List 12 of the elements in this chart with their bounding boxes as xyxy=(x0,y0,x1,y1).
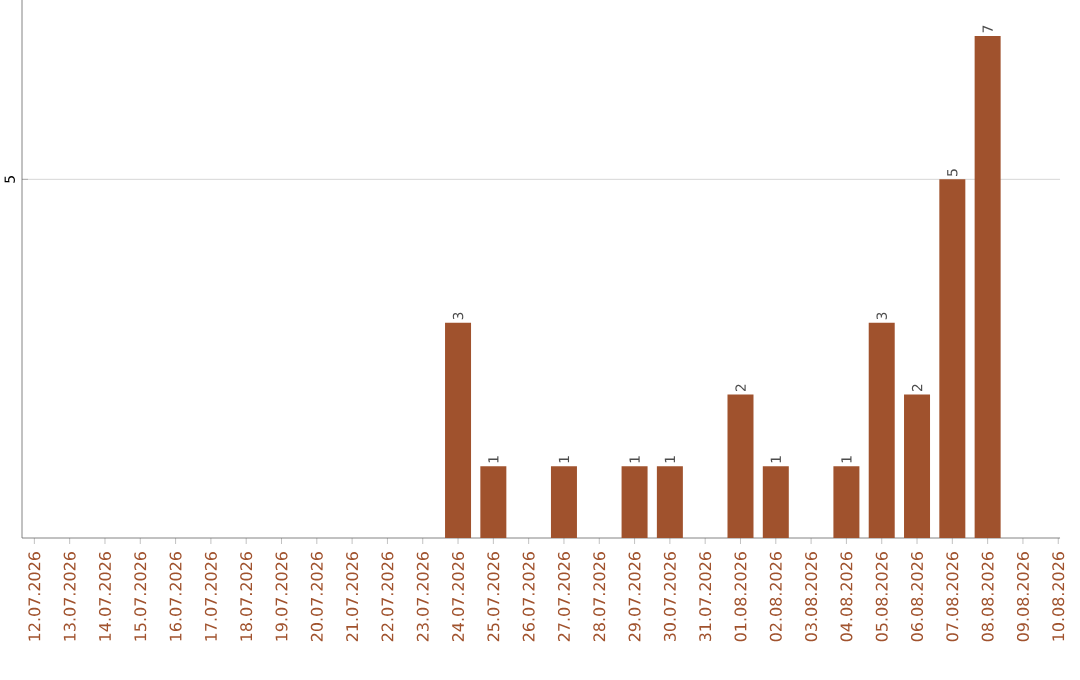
bar xyxy=(762,466,789,538)
bar xyxy=(621,466,648,538)
bar xyxy=(868,322,895,538)
bar xyxy=(904,394,931,538)
bar xyxy=(833,466,860,538)
bar xyxy=(727,394,754,538)
bar xyxy=(656,466,683,538)
bar xyxy=(939,179,966,538)
bar xyxy=(550,466,577,538)
bar xyxy=(974,35,1001,538)
bar xyxy=(480,466,507,538)
bar xyxy=(445,322,472,538)
